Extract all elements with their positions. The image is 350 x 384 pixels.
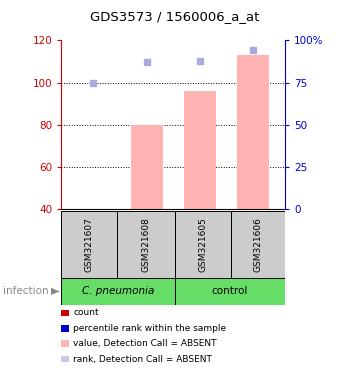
Text: GDS3573 / 1560006_a_at: GDS3573 / 1560006_a_at [90, 10, 260, 23]
Text: percentile rank within the sample: percentile rank within the sample [73, 324, 226, 333]
Text: GSM321605: GSM321605 [198, 217, 207, 272]
Bar [184, 91, 216, 209]
Text: infection: infection [4, 286, 49, 296]
Bar [117, 211, 175, 278]
Text: value, Detection Call = ABSENT: value, Detection Call = ABSENT [73, 339, 217, 348]
Bar [61, 356, 69, 362]
Bar [61, 211, 117, 278]
Text: count: count [73, 308, 99, 318]
Bar [237, 55, 269, 209]
Text: GSM321607: GSM321607 [85, 217, 94, 272]
Text: GSM321606: GSM321606 [253, 217, 262, 272]
Text: C. pneumonia: C. pneumonia [82, 286, 154, 296]
Bar [175, 211, 231, 278]
Text: rank, Detection Call = ABSENT: rank, Detection Call = ABSENT [73, 354, 212, 364]
Bar [231, 211, 285, 278]
Bar [175, 278, 285, 305]
Bar [61, 340, 69, 347]
Bar [131, 125, 163, 209]
Bar [61, 278, 175, 305]
Bar [61, 310, 69, 316]
Text: control: control [212, 286, 248, 296]
Text: GSM321608: GSM321608 [141, 217, 150, 272]
Bar [61, 325, 69, 332]
